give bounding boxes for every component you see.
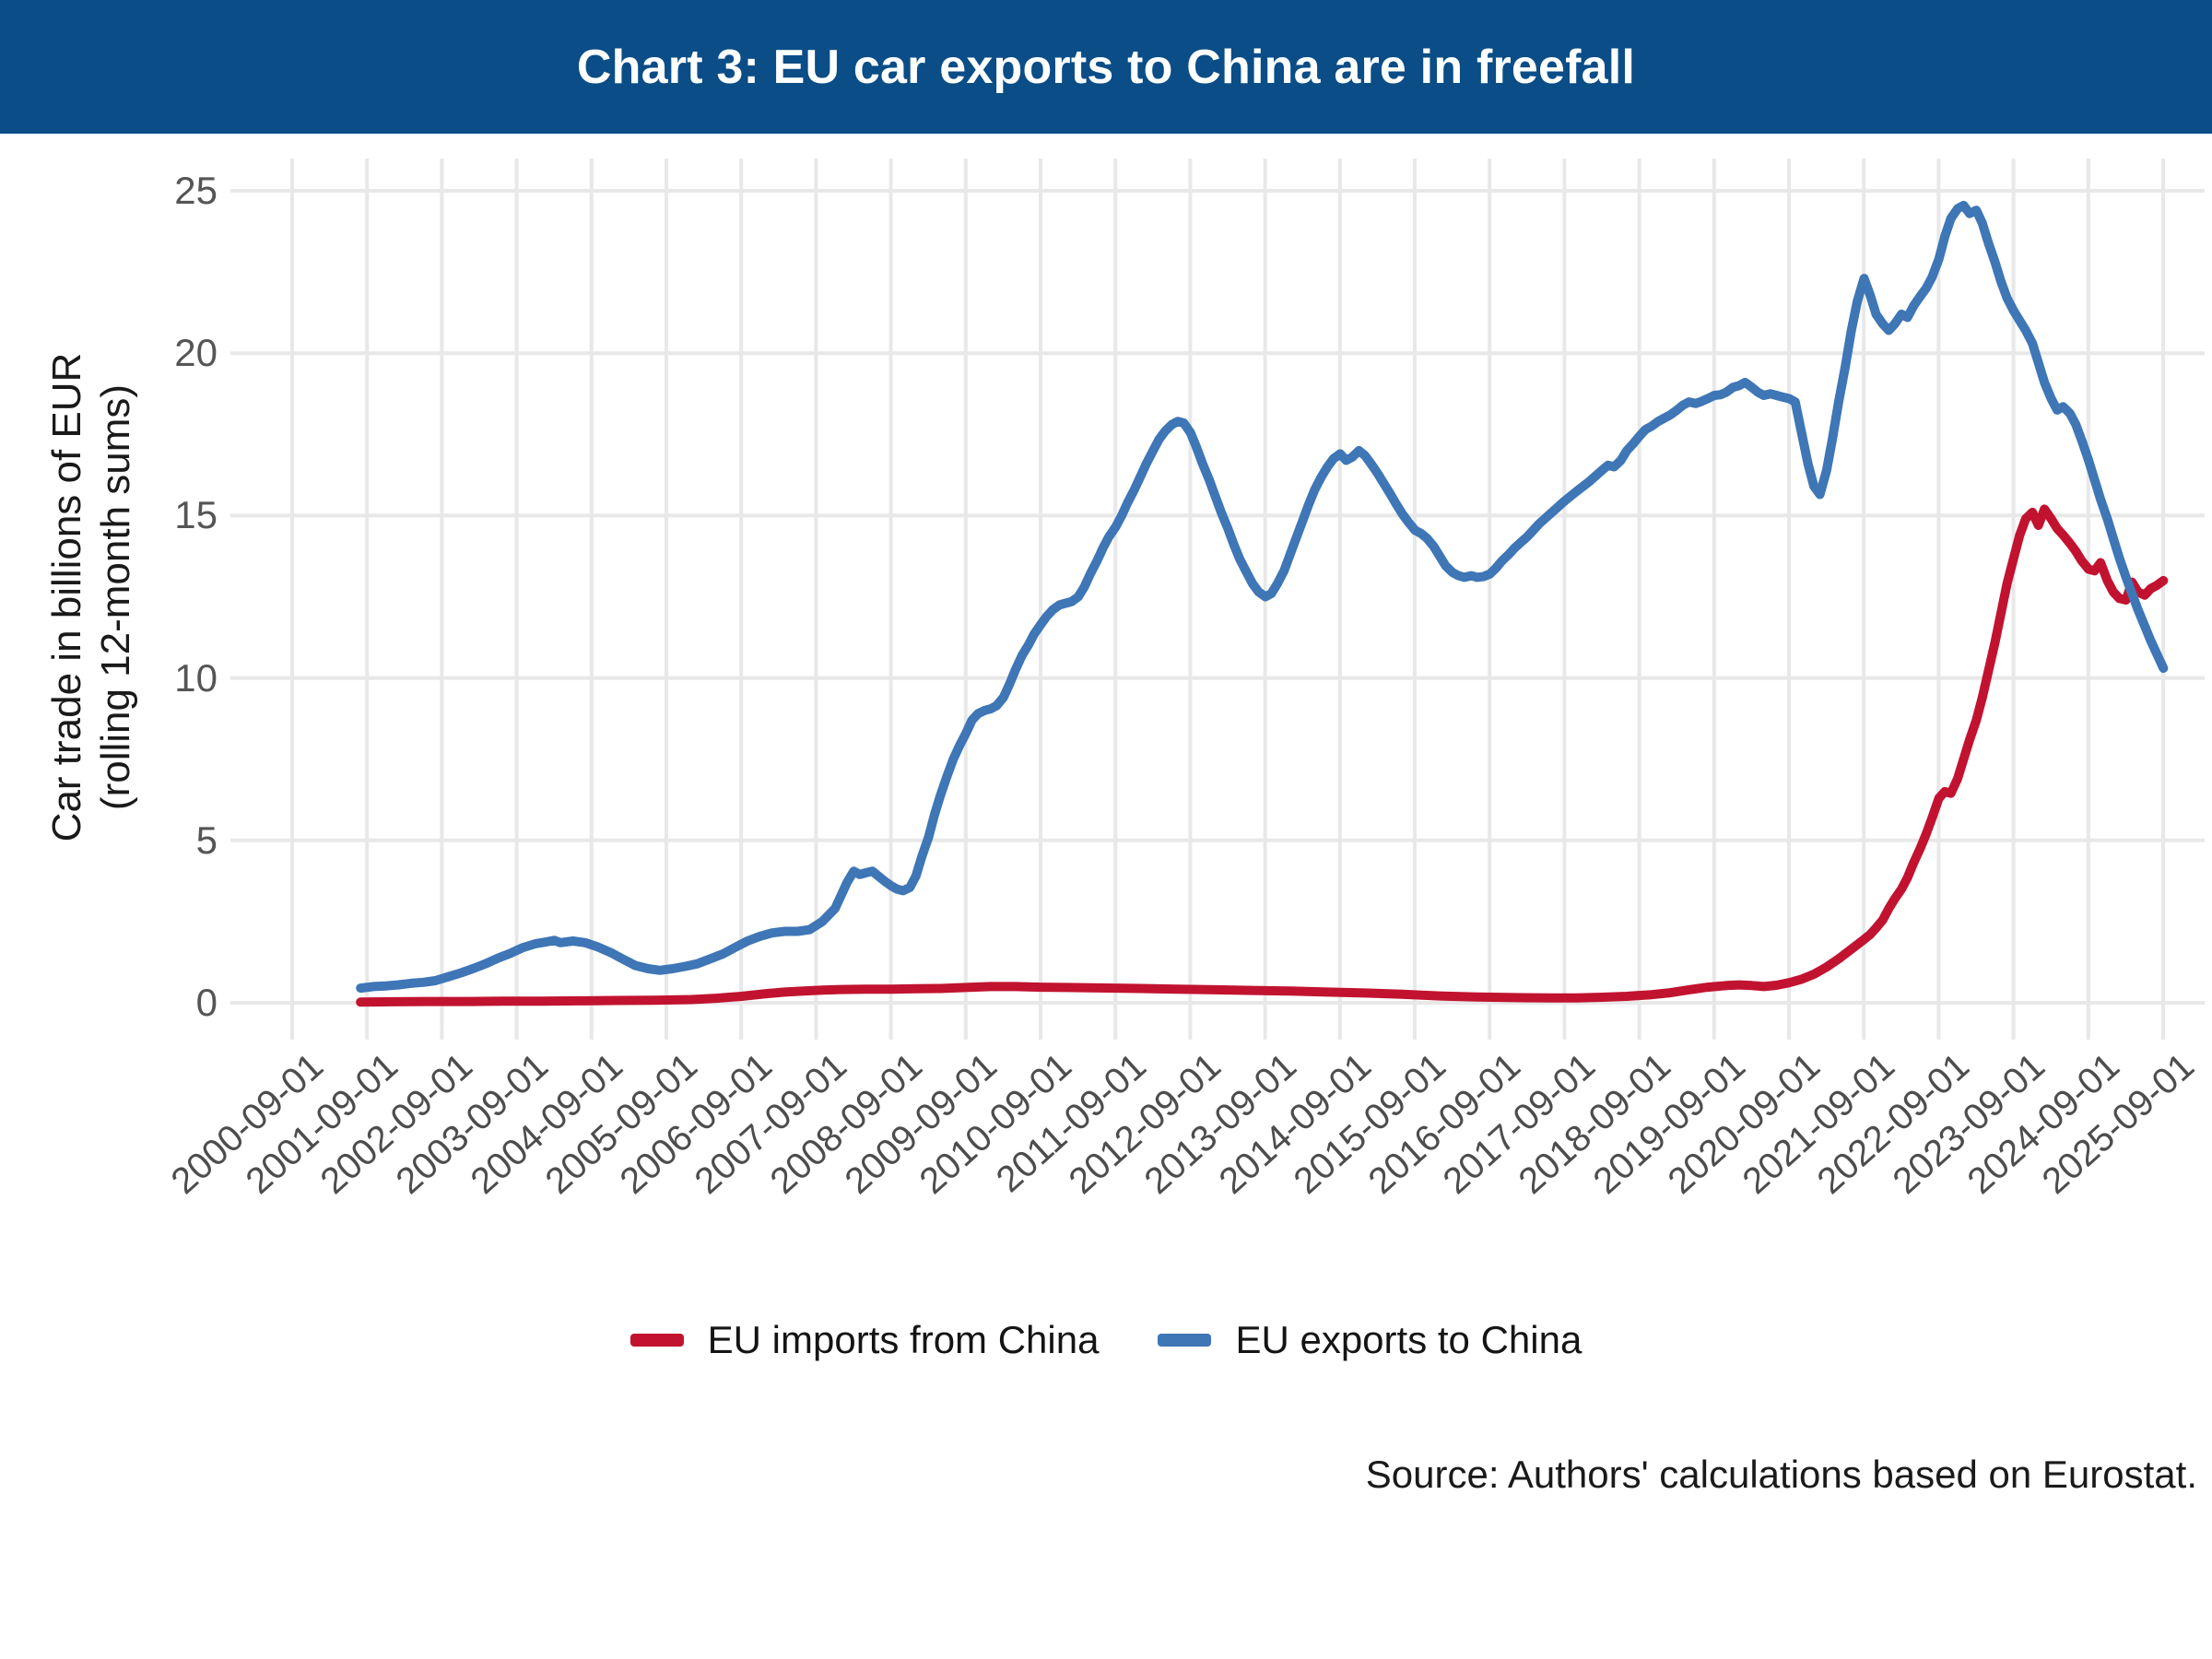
- chart-title: Chart 3: EU car exports to China are in …: [576, 40, 1636, 94]
- legend-item-imports: EU imports from China: [629, 1318, 1100, 1362]
- source-note: Source: Authors' calculations based on E…: [1365, 1453, 2197, 1496]
- y-tick-label: 10: [174, 655, 218, 700]
- title-banner: Chart 3: EU car exports to China are in …: [0, 0, 2212, 134]
- imports-legend-label: EU imports from China: [707, 1318, 1100, 1361]
- exports-series-line: [356, 200, 2169, 994]
- imports-legend-swatch: [629, 1334, 684, 1347]
- exports-legend-swatch: [1158, 1334, 1212, 1347]
- y-tick-label: 5: [195, 818, 218, 862]
- exports-legend-label: EU exports to China: [1235, 1318, 1583, 1361]
- y-tick-label: 15: [174, 493, 218, 537]
- y-tick-label: 20: [174, 331, 218, 375]
- legend-item-exports: EU exports to China: [1158, 1318, 1582, 1362]
- y-tick-label: 25: [174, 169, 218, 212]
- legend: EU imports from China EU exports to Chin…: [0, 1318, 2212, 1362]
- imports-series-line: [356, 504, 2169, 1007]
- y-tick-label: 0: [195, 981, 218, 1024]
- y-axis-title-line2: (rolling 12-month sums): [93, 383, 138, 811]
- y-axis-title-line1: Car trade in billions of EUR: [44, 352, 90, 842]
- y-axis-title: Car trade in billions of EUR (rolling 12…: [43, 353, 141, 842]
